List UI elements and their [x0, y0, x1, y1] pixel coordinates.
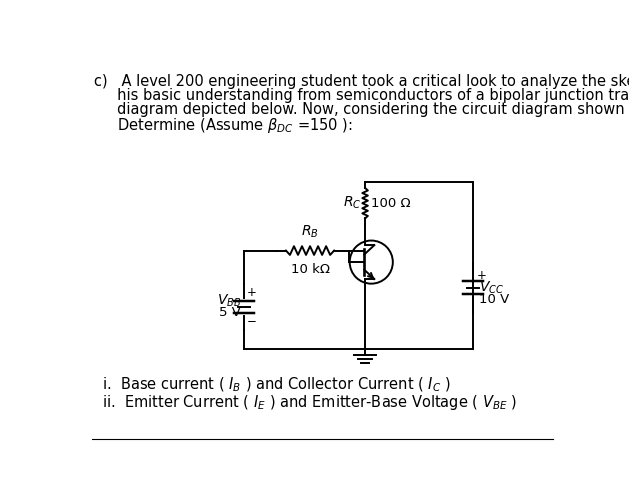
- Text: ii.  Emitter Current ( $I_E$ ) and Emitter-Base Voltage ( $V_{BE}$ ): ii. Emitter Current ( $I_E$ ) and Emitte…: [102, 393, 517, 412]
- Text: c)   A level 200 engineering student took a critical look to analyze the sketch : c) A level 200 engineering student took …: [94, 74, 629, 89]
- Text: his basic understanding from semiconductors of a bipolar junction transistor: his basic understanding from semiconduct…: [94, 88, 629, 103]
- Text: $R_B$: $R_B$: [301, 223, 319, 240]
- Text: diagram depicted below. Now, considering the circuit diagram shown below.: diagram depicted below. Now, considering…: [94, 102, 629, 117]
- Text: 5 V: 5 V: [220, 306, 241, 319]
- Text: −: −: [247, 314, 257, 327]
- Text: +: +: [477, 270, 487, 283]
- Text: i.  Base current ( $I_B$ ) and Collector Current ( $I_C$ ): i. Base current ( $I_B$ ) and Collector …: [102, 376, 450, 394]
- Text: 10 V: 10 V: [479, 293, 509, 306]
- Text: $V_{BB}$: $V_{BB}$: [217, 292, 241, 309]
- Text: 100 Ω: 100 Ω: [371, 197, 411, 210]
- Text: Determine (Assume $\beta_{DC}$ =150 ):: Determine (Assume $\beta_{DC}$ =150 ):: [94, 116, 353, 135]
- Text: $R_C$: $R_C$: [343, 195, 361, 211]
- Text: $V_{CC}$: $V_{CC}$: [479, 279, 504, 296]
- Text: +: +: [247, 286, 257, 299]
- Text: 10 kΩ: 10 kΩ: [291, 263, 330, 276]
